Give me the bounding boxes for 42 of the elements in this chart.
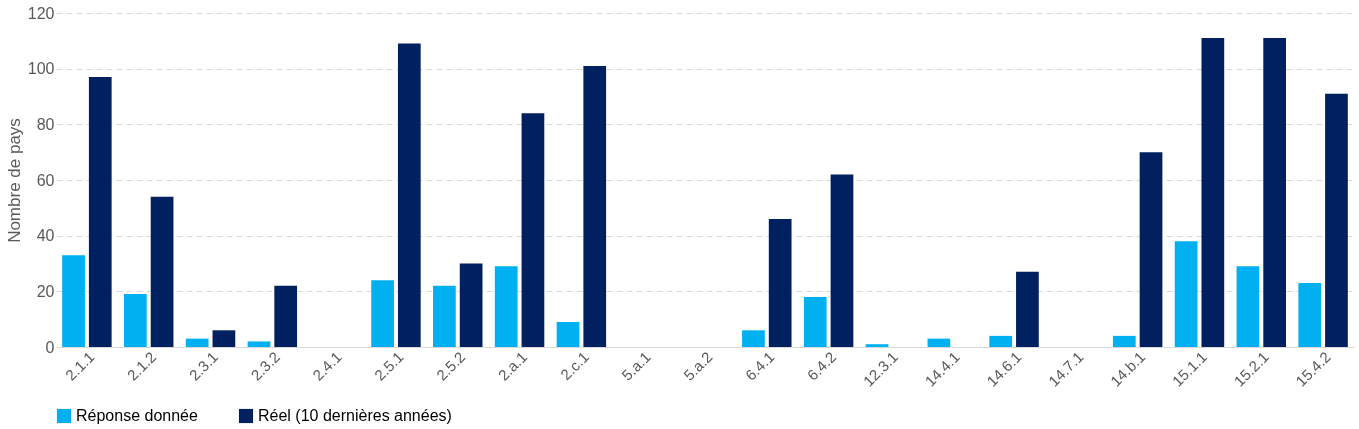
bar bbox=[433, 285, 456, 347]
y-tick-label: 20 bbox=[36, 282, 55, 300]
bar bbox=[88, 77, 112, 347]
bar bbox=[865, 344, 889, 347]
y-axis-title: Nombre de pays bbox=[4, 118, 24, 243]
bar bbox=[185, 338, 209, 347]
bar bbox=[150, 196, 174, 347]
bar bbox=[583, 65, 607, 347]
bar bbox=[397, 43, 421, 347]
bar bbox=[494, 266, 518, 347]
bar bbox=[989, 335, 1013, 347]
bar bbox=[1201, 38, 1225, 347]
bar bbox=[521, 113, 545, 347]
bar bbox=[123, 294, 147, 347]
bar bbox=[1112, 335, 1136, 347]
bar bbox=[1325, 93, 1348, 347]
bar bbox=[1139, 152, 1163, 347]
bar bbox=[556, 321, 580, 347]
y-tick-label: 120 bbox=[27, 4, 55, 22]
bar bbox=[1298, 282, 1322, 347]
legend-label: Réel (10 dernières années) bbox=[258, 407, 452, 424]
bar bbox=[830, 174, 854, 347]
bar bbox=[459, 263, 483, 347]
bar bbox=[1236, 266, 1260, 347]
bar bbox=[803, 296, 827, 347]
bar bbox=[247, 341, 271, 347]
legend-label: Réponse donnée bbox=[76, 407, 198, 424]
y-tick-label: 100 bbox=[27, 60, 55, 78]
bar bbox=[927, 338, 951, 347]
y-tick-label: 80 bbox=[36, 115, 55, 133]
bar bbox=[1174, 241, 1198, 347]
bar bbox=[212, 330, 236, 347]
y-tick-label: 60 bbox=[36, 171, 55, 189]
bar bbox=[1016, 271, 1039, 347]
y-tick-label: 0 bbox=[45, 338, 55, 356]
bar bbox=[371, 280, 394, 347]
bar bbox=[742, 330, 765, 347]
bar bbox=[1263, 38, 1287, 347]
bar bbox=[274, 285, 298, 347]
bar bbox=[768, 218, 792, 347]
bar bbox=[62, 255, 85, 347]
y-tick-label: 40 bbox=[36, 227, 55, 245]
